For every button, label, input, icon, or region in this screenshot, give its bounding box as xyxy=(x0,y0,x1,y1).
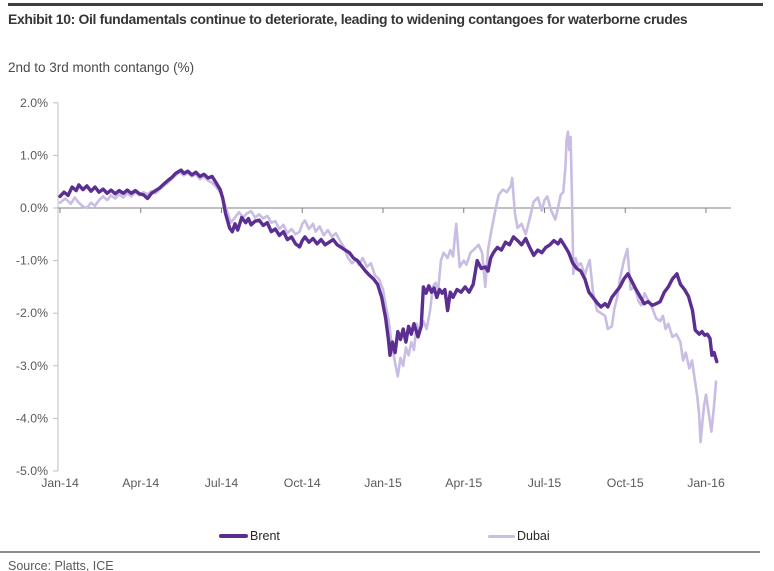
x-tick-label: Jan-14 xyxy=(41,476,79,490)
chart-unit-label: 2nd to 3rd month contango (%) xyxy=(8,60,195,75)
y-tick-label: 2.0% xyxy=(20,96,48,110)
x-tick-label: Jan-16 xyxy=(687,476,725,490)
y-tick-label: -2.0% xyxy=(16,306,48,320)
dubai-line-swatch xyxy=(488,534,515,538)
legend-label-brent: Brent xyxy=(250,529,280,543)
brent-line-swatch xyxy=(219,534,248,538)
x-tick-label: Apr-14 xyxy=(122,476,159,490)
legend-label-dubai: Dubai xyxy=(517,529,550,543)
x-tick-label: Apr-15 xyxy=(445,476,482,490)
dubai-series-line xyxy=(58,130,718,444)
brent-series-line xyxy=(58,168,719,364)
y-tick-label: -3.0% xyxy=(16,359,48,373)
x-tick-label: Oct-14 xyxy=(284,476,321,490)
top-divider xyxy=(8,3,763,6)
x-tick-label: Jan-15 xyxy=(364,476,402,490)
legend-item-brent: Brent xyxy=(219,529,280,543)
y-tick-label: 1.0% xyxy=(20,148,48,162)
y-tick-label: 0.0% xyxy=(20,201,48,215)
y-tick-label: -5.0% xyxy=(16,464,48,478)
x-tick-label: Oct-15 xyxy=(607,476,644,490)
exhibit-title: Exhibit 10: Oil fundamentals continue to… xyxy=(8,11,688,27)
x-tick-label: Jul-14 xyxy=(205,476,239,490)
x-tick-label: Jul-15 xyxy=(528,476,562,490)
source-note: Source: Platts, ICE xyxy=(8,559,114,571)
bottom-divider xyxy=(0,551,760,553)
y-tick-label: -1.0% xyxy=(16,254,48,268)
legend-item-dubai: Dubai xyxy=(488,529,550,543)
y-tick-label: -4.0% xyxy=(16,411,48,425)
contango-line-chart: 2.0%1.0%0.0%-1.0%-2.0%-3.0%-4.0%-5.0%Jan… xyxy=(16,96,731,490)
